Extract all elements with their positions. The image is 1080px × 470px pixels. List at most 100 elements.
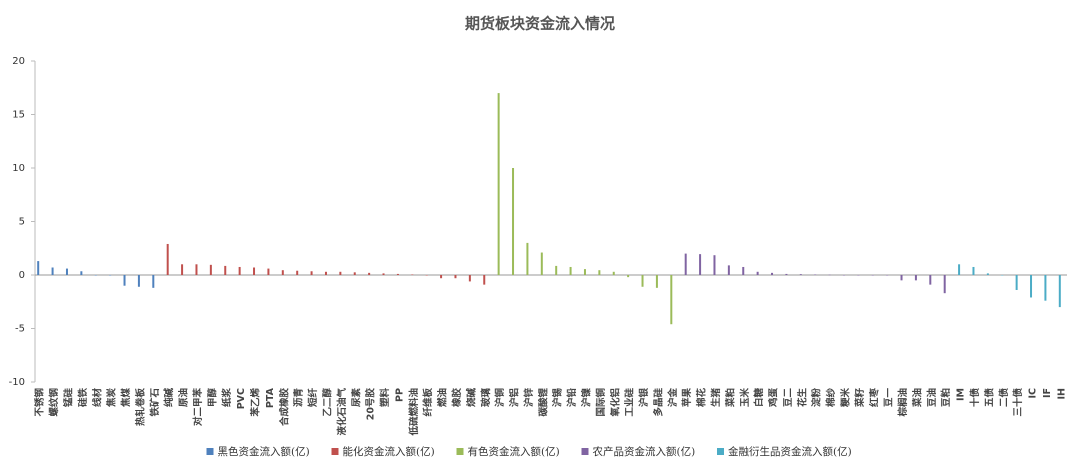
bar xyxy=(799,274,802,275)
bar xyxy=(512,168,515,275)
bar xyxy=(742,266,745,275)
legend-swatch xyxy=(581,448,589,455)
x-tick-label: 纸浆 xyxy=(221,388,233,408)
x-tick-label: IH xyxy=(1056,388,1067,400)
bar xyxy=(900,275,903,281)
bar xyxy=(1030,275,1033,298)
bar xyxy=(943,275,946,294)
x-tick-label: 沪铝 xyxy=(509,388,521,407)
x-tick-label: PTA xyxy=(265,387,276,408)
x-tick-label: 线材 xyxy=(91,388,103,408)
bar xyxy=(195,264,198,275)
bar xyxy=(396,273,399,275)
x-tick-label: 短纤 xyxy=(307,388,319,408)
bar xyxy=(109,275,112,276)
bar xyxy=(713,255,716,275)
bar xyxy=(224,265,227,275)
bar xyxy=(771,272,774,275)
legend-label: 能化资金流入额(亿) xyxy=(343,445,435,458)
x-tick-label: 合成橡胶 xyxy=(278,388,290,427)
x-tick-label: 对二甲苯 xyxy=(192,388,204,427)
bar xyxy=(828,274,831,276)
x-tick-label: 沪银 xyxy=(638,388,650,408)
x-tick-label: 白糖 xyxy=(753,388,765,408)
x-tick-label: 低硫燃料油 xyxy=(408,388,420,437)
x-tick-label: 豆二 xyxy=(783,388,794,408)
bar xyxy=(612,271,615,275)
x-tick-label: 菜籽 xyxy=(854,388,866,409)
x-tick-label: 热轧卷板 xyxy=(134,388,146,427)
x-tick-label: 橡胶 xyxy=(451,388,463,408)
bar xyxy=(1015,275,1018,290)
x-tick-label: 棉花 xyxy=(696,388,708,408)
x-tick-label: 十债 xyxy=(969,388,981,408)
bar xyxy=(871,275,874,276)
bar xyxy=(324,271,327,275)
bar xyxy=(756,271,759,275)
x-tick-label: 焦炭 xyxy=(106,388,118,409)
bar xyxy=(1001,275,1004,276)
bar xyxy=(814,274,817,275)
x-tick-label: 五债 xyxy=(983,388,995,408)
bar xyxy=(929,275,932,285)
x-tick-label: 原油 xyxy=(178,388,190,407)
x-tick-label: 液化石油气 xyxy=(336,388,348,436)
bar xyxy=(281,270,284,275)
bar xyxy=(425,275,428,276)
x-tick-label: 棕榈油 xyxy=(897,388,909,418)
bar xyxy=(785,273,788,275)
bar xyxy=(684,253,687,275)
x-tick-label: 国际铜 xyxy=(595,388,607,417)
x-tick-label: 苹果 xyxy=(681,388,693,408)
x-tick-label: 20号胶 xyxy=(365,388,377,421)
y-tick-label: 20 xyxy=(12,56,25,67)
x-tick-label: 焦煤 xyxy=(120,388,132,409)
bar xyxy=(555,265,558,275)
x-tick-label: 三十债 xyxy=(1012,388,1024,417)
bar xyxy=(94,275,97,276)
x-tick-label: 纤维板 xyxy=(422,388,434,417)
bar xyxy=(497,93,500,275)
bar xyxy=(80,271,83,275)
bar xyxy=(627,275,630,278)
x-tick-label: 生猪 xyxy=(710,388,722,408)
x-tick-label: 不锈钢 xyxy=(34,388,46,417)
bar xyxy=(353,272,356,275)
legend-label: 有色资金流入额(亿) xyxy=(468,445,560,458)
bar xyxy=(842,275,845,276)
bar xyxy=(368,272,371,275)
legend-label: 黑色资金流入额(亿) xyxy=(218,445,310,458)
x-tick-label: 沪锡 xyxy=(552,388,564,408)
x-tick-label: 玻璃 xyxy=(480,388,492,408)
x-tick-label: 鸡蛋 xyxy=(768,388,780,409)
x-tick-label: 沥青 xyxy=(293,388,305,408)
bar xyxy=(382,273,385,275)
bar xyxy=(569,266,572,275)
bar xyxy=(65,268,68,275)
x-tick-label: 乙二醇 xyxy=(321,388,333,417)
bar xyxy=(540,252,543,275)
x-tick-label: 甲醇 xyxy=(206,388,218,408)
x-tick-label: 烧碱 xyxy=(465,388,477,408)
bar xyxy=(655,275,658,288)
bar xyxy=(1058,275,1061,308)
legend-swatch xyxy=(456,448,464,455)
bar xyxy=(468,275,471,282)
bar xyxy=(137,275,140,287)
bar xyxy=(972,266,975,275)
bar xyxy=(641,275,644,287)
bar xyxy=(483,275,486,285)
x-tick-label: 沪锌 xyxy=(523,388,535,408)
bar xyxy=(886,275,889,276)
y-tick-label: -5 xyxy=(15,324,25,335)
bar xyxy=(238,266,241,275)
legend-label: 金融衍生品资金流入额(亿) xyxy=(728,445,852,458)
x-tick-label: 燃油 xyxy=(437,388,449,407)
x-tick-label: 菜油 xyxy=(911,388,923,408)
bar xyxy=(583,269,586,275)
x-tick-label: 多晶硅 xyxy=(652,388,664,417)
bar xyxy=(339,271,342,275)
x-tick-label: 玉米 xyxy=(739,388,751,408)
chart-title: 期货板块资金流入情况 xyxy=(465,15,615,33)
